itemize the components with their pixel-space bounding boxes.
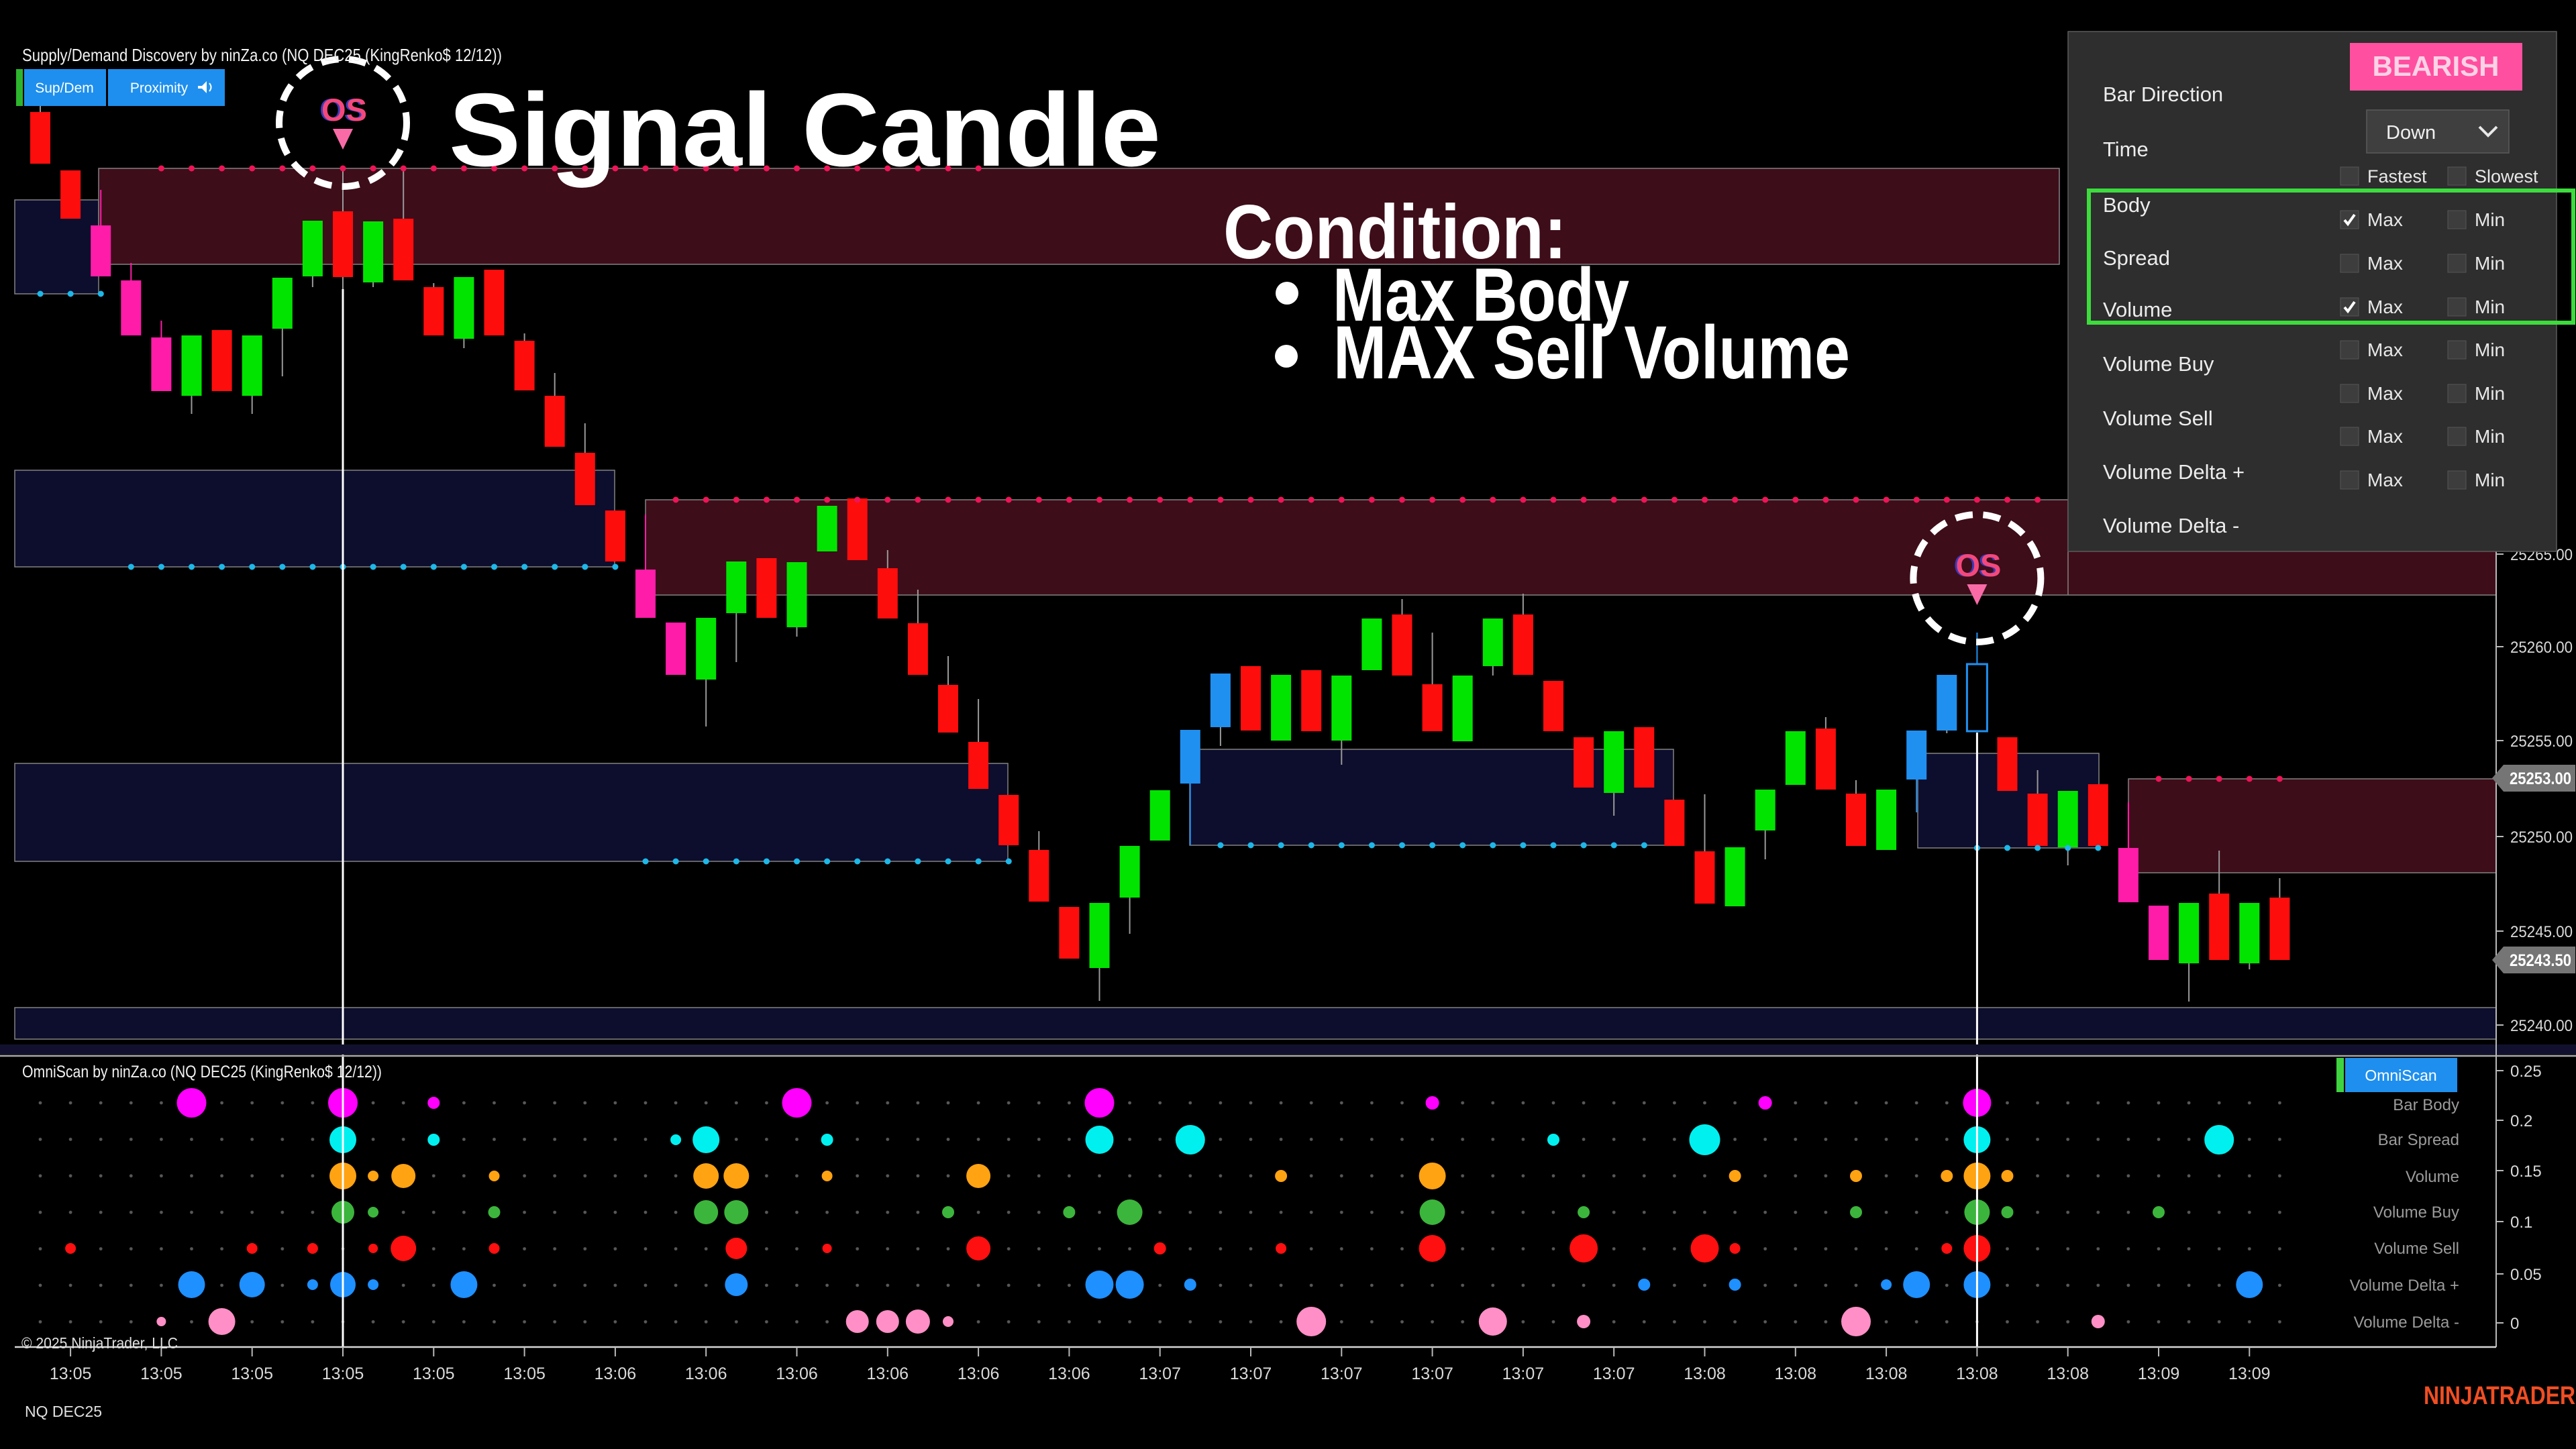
svg-text:Max: Max	[2367, 209, 2403, 230]
svg-text:Proximity: Proximity	[130, 80, 189, 96]
svg-text:Max: Max	[2367, 297, 2403, 317]
svg-text:Signal Candle: Signal Candle	[449, 72, 1161, 188]
svg-text:13:09: 13:09	[2228, 1364, 2271, 1383]
svg-text:13:05: 13:05	[140, 1364, 183, 1383]
svg-text:13:08: 13:08	[1956, 1364, 1998, 1383]
svg-text:Volume Sell: Volume Sell	[2103, 407, 2213, 430]
svg-text:Condition:: Condition:	[1223, 190, 1567, 275]
svg-text:Volume Delta +: Volume Delta +	[2350, 1277, 2459, 1295]
svg-text:0.05: 0.05	[2510, 1266, 2542, 1284]
svg-text:Volume Delta -: Volume Delta -	[2103, 514, 2239, 537]
svg-text:13:07: 13:07	[1411, 1364, 1453, 1383]
svg-text:Max: Max	[2367, 426, 2403, 447]
svg-text:Volume: Volume	[2406, 1168, 2459, 1186]
svg-text:Fastest: Fastest	[2367, 166, 2427, 186]
svg-text:13:08: 13:08	[1775, 1364, 1817, 1383]
svg-text:Time: Time	[2103, 138, 2149, 161]
svg-text:Max: Max	[2367, 339, 2403, 360]
svg-text:Body: Body	[2103, 193, 2151, 217]
svg-text:25255.00: 25255.00	[2510, 733, 2573, 751]
svg-text:13:05: 13:05	[50, 1364, 92, 1383]
svg-text:Min: Min	[2475, 209, 2505, 230]
svg-text:Volume: Volume	[2103, 298, 2172, 321]
svg-text:13:06: 13:06	[776, 1364, 818, 1383]
svg-text:Sup/Dem: Sup/Dem	[35, 80, 94, 96]
svg-text:25260.00: 25260.00	[2510, 639, 2573, 657]
svg-text:Bar Body: Bar Body	[2393, 1096, 2459, 1114]
svg-text:Volume Sell: Volume Sell	[2374, 1240, 2459, 1258]
svg-text:13:06: 13:06	[867, 1364, 909, 1383]
svg-text:13:07: 13:07	[1502, 1364, 1545, 1383]
svg-text:Min: Min	[2475, 339, 2505, 360]
svg-text:Min: Min	[2475, 426, 2505, 447]
svg-text:OS: OS	[1953, 547, 1999, 583]
svg-text:NQ DEC25: NQ DEC25	[25, 1403, 102, 1420]
svg-text:Volume Buy: Volume Buy	[2373, 1203, 2459, 1222]
svg-text:25245.00: 25245.00	[2510, 923, 2573, 941]
svg-text:Max: Max	[2367, 470, 2403, 490]
svg-text:NINJATRADER: NINJATRADER	[2424, 1382, 2575, 1410]
svg-text:Bar Direction: Bar Direction	[2103, 83, 2223, 106]
svg-text:OS: OS	[321, 92, 367, 127]
svg-text:Min: Min	[2475, 383, 2505, 404]
svg-text:OS: OS	[1955, 547, 2001, 583]
svg-text:Min: Min	[2475, 253, 2505, 274]
svg-text:13:05: 13:05	[231, 1364, 273, 1383]
svg-text:25240.00: 25240.00	[2510, 1017, 2573, 1035]
svg-text:OmniScan by ninZa.co (NQ DEC25: OmniScan by ninZa.co (NQ DEC25 (KingRenk…	[22, 1063, 382, 1081]
svg-text:13:09: 13:09	[2138, 1364, 2180, 1383]
svg-text:© 2025 NinjaTrader, LLC: © 2025 NinjaTrader, LLC	[21, 1334, 178, 1352]
svg-text:0.1: 0.1	[2510, 1214, 2532, 1232]
svg-text:Volume Delta +: Volume Delta +	[2103, 460, 2245, 484]
svg-text:Min: Min	[2475, 470, 2505, 490]
svg-text:13:06: 13:06	[685, 1364, 727, 1383]
svg-text:13:07: 13:07	[1230, 1364, 1272, 1383]
svg-text:MAX Sell Volume: MAX Sell Volume	[1333, 311, 1850, 394]
svg-text:Down: Down	[2386, 122, 2436, 144]
svg-text:13:08: 13:08	[1865, 1364, 1908, 1383]
svg-text:Spread: Spread	[2103, 246, 2170, 270]
svg-text:13:07: 13:07	[1593, 1364, 1635, 1383]
svg-text:13:06: 13:06	[958, 1364, 1000, 1383]
svg-text:13:05: 13:05	[413, 1364, 455, 1383]
svg-text:Slowest: Slowest	[2475, 166, 2538, 186]
svg-text:Bar Spread: Bar Spread	[2378, 1131, 2459, 1149]
svg-text:13:08: 13:08	[1684, 1364, 1726, 1383]
svg-text:25243.50: 25243.50	[2510, 951, 2571, 970]
svg-text:Volume Buy: Volume Buy	[2103, 352, 2214, 376]
svg-text:OS: OS	[319, 92, 365, 127]
svg-text:0.25: 0.25	[2510, 1063, 2542, 1081]
svg-text:25250.00: 25250.00	[2510, 828, 2573, 847]
svg-text:Min: Min	[2475, 297, 2505, 317]
svg-text:0: 0	[2510, 1315, 2519, 1333]
svg-text:Max: Max	[2367, 383, 2403, 404]
svg-text:0.2: 0.2	[2510, 1112, 2532, 1130]
svg-text:Supply/Demand Discovery by nin: Supply/Demand Discovery by ninZa.co (NQ …	[22, 45, 502, 65]
svg-text:13:07: 13:07	[1321, 1364, 1363, 1383]
svg-text:Max Body: Max Body	[1333, 253, 1629, 337]
svg-text:13:07: 13:07	[1139, 1364, 1181, 1383]
svg-text:Max: Max	[2367, 253, 2403, 274]
svg-text:13:05: 13:05	[322, 1364, 364, 1383]
svg-text:BEARISH: BEARISH	[2372, 50, 2499, 82]
svg-text:13:06: 13:06	[1048, 1364, 1090, 1383]
svg-text:13:06: 13:06	[595, 1364, 637, 1383]
svg-text:Volume Delta -: Volume Delta -	[2354, 1313, 2459, 1332]
svg-text:OmniScan: OmniScan	[2365, 1067, 2436, 1084]
svg-text:25253.00: 25253.00	[2510, 769, 2571, 788]
svg-text:0.15: 0.15	[2510, 1163, 2542, 1181]
svg-text:13:05: 13:05	[503, 1364, 546, 1383]
svg-text:13:08: 13:08	[2047, 1364, 2089, 1383]
